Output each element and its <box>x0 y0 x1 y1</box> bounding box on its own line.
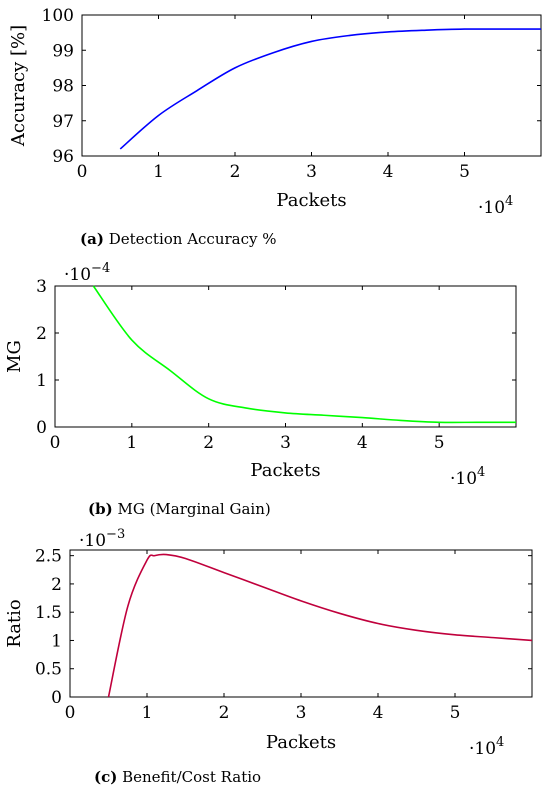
x-tick-label-a: 5 <box>459 162 470 182</box>
x-tick-label-c: 1 <box>142 703 153 723</box>
y-tick-label-a: 96 <box>52 147 74 167</box>
y-axis-label-c: Ratio <box>4 599 25 648</box>
y-tick-label-c: 0.5 <box>35 660 62 680</box>
caption-c-label: (c) <box>94 768 118 786</box>
y-tick-label-c: 1 <box>51 631 62 651</box>
x-tick-label-c: 3 <box>296 703 307 723</box>
y-tick-label-a: 98 <box>52 77 74 97</box>
caption-b-text: MG (Marginal Gain) <box>117 500 271 518</box>
y-exponent-label-b: ·10−4 <box>64 261 110 285</box>
y-tick-label-b: 2 <box>36 324 47 344</box>
y-tick-label-b: 1 <box>36 371 47 391</box>
plot-frame-a <box>81 14 542 157</box>
y-tick-label-a: 99 <box>52 41 74 61</box>
x-tick-label-a: 2 <box>230 162 241 182</box>
plot-frame-c <box>69 549 533 698</box>
x-tick-label-b: 0 <box>50 433 61 453</box>
x-axis-label-b: Packets <box>250 460 320 481</box>
x-tick-label-b: 2 <box>203 433 214 453</box>
caption-a-label: (a) <box>80 230 104 248</box>
y-tick-label-c: 1.5 <box>35 603 62 623</box>
x-tick-label-b: 4 <box>357 433 368 453</box>
x-tick-label-c: 4 <box>373 703 384 723</box>
caption-b-label: (b) <box>88 500 113 518</box>
x-axis-label-a: Packets <box>276 190 346 211</box>
y-tick-label-b: 0 <box>36 418 47 438</box>
series-line-b <box>92 285 516 424</box>
x-exponent-label-c: ·104 <box>469 735 504 759</box>
y-tick-label-a: 100 <box>42 6 74 26</box>
x-exponent-label-a: ·104 <box>478 194 513 218</box>
y-axis-label-b: MG <box>4 340 25 373</box>
y-tick-label-c: 2 <box>51 575 62 595</box>
y-tick-label-c: 0 <box>51 688 62 708</box>
caption-a: (a) Detection Accuracy % <box>80 230 277 248</box>
y-exponent-label-c: ·10−3 <box>79 527 125 551</box>
y-tick-label-a: 97 <box>52 112 74 132</box>
caption-c-text: Benefit/Cost Ratio <box>122 768 262 786</box>
x-tick-label-a: 3 <box>306 162 317 182</box>
caption-a-text: Detection Accuracy % <box>108 230 277 248</box>
x-tick-label-c: 2 <box>219 703 230 723</box>
series-line-a <box>119 28 541 150</box>
y-tick-label-c: 2.5 <box>35 547 62 567</box>
caption-c: (c) Benefit/Cost Ratio <box>94 768 261 786</box>
x-tick-label-b: 3 <box>280 433 291 453</box>
x-tick-label-c: 0 <box>65 703 76 723</box>
x-tick-label-a: 4 <box>383 162 394 182</box>
x-tick-label-b: 5 <box>434 433 445 453</box>
x-tick-label-b: 1 <box>126 433 137 453</box>
x-tick-label-a: 0 <box>77 162 88 182</box>
x-tick-label-a: 1 <box>153 162 164 182</box>
x-axis-label-c: Packets <box>266 732 336 753</box>
y-axis-label-a: Accuracy [%] <box>8 25 29 147</box>
caption-b: (b) MG (Marginal Gain) <box>88 500 271 518</box>
plot-frame-b <box>54 285 517 428</box>
x-exponent-label-b: ·104 <box>450 465 485 489</box>
series-line-c <box>107 553 533 698</box>
y-tick-label-b: 3 <box>36 277 47 297</box>
x-tick-label-c: 5 <box>450 703 461 723</box>
